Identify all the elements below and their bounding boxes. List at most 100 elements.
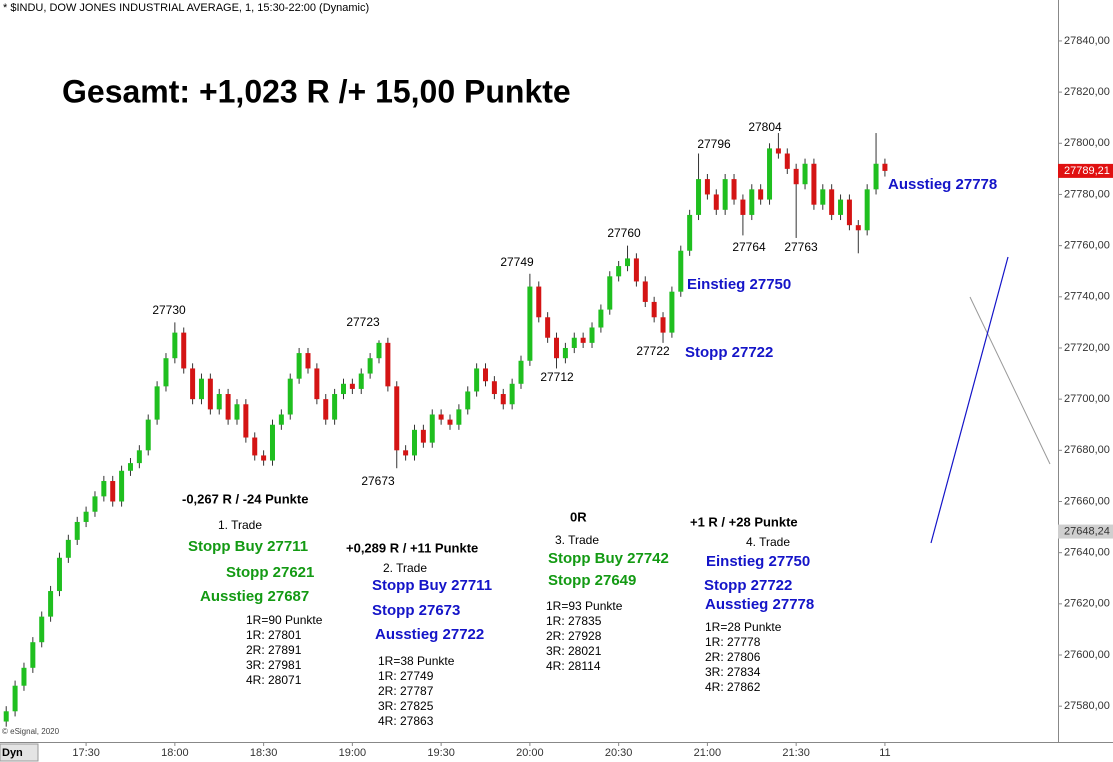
candle-body [154,386,160,420]
candle-body [261,455,267,461]
candle-body [56,557,62,592]
annotation: 1R: 27801 [246,628,302,642]
candle-body [500,394,506,405]
y-tick-label: 27760,00 [1064,240,1110,252]
trend-line-blue [930,256,1009,544]
annotation: 2R: 27806 [705,650,761,664]
y-tick-label: 27780,00 [1064,188,1110,200]
candle-body [545,317,551,338]
y-tick-label: 27740,00 [1064,291,1110,303]
candle-body [181,332,187,369]
annotation: Stopp 27621 [226,564,314,581]
annotation: 1R: 27778 [705,635,761,649]
x-tick-label: 17:30 [72,747,100,759]
candle-body [340,383,346,395]
annotation: 27796 [697,137,731,151]
candle-body [323,399,329,420]
candle-body [243,404,249,438]
candle-body [722,179,728,210]
annotation: 4. Trade [746,535,790,549]
y-tick-label: 27820,00 [1064,86,1110,98]
candle-body [74,521,80,540]
candle-body [145,419,151,451]
x-tick-label: 21:30 [782,747,810,759]
annotation: Stopp 27722 [685,344,773,361]
candle-body [234,404,240,420]
candle-body [767,148,773,200]
y-tick-label: 27680,00 [1064,444,1110,456]
candle-body [882,163,888,171]
candle-body [536,286,542,318]
candle-body [669,291,675,333]
candle-body [802,163,808,185]
y-tick-label: 27660,00 [1064,495,1110,507]
candle-body [207,378,213,410]
annotation: 4R: 28071 [246,673,302,687]
candle-body [394,386,400,451]
candle-body [775,148,781,154]
annotation: +1 R / +28 Punkte [690,514,798,529]
y-tick-label: 27600,00 [1064,649,1110,661]
candle-body [101,481,107,497]
candle-body [571,337,577,348]
candle-body [198,378,204,400]
x-tick-label: 21:00 [694,747,722,759]
candle-body [784,153,790,169]
annotation: 27760 [607,226,641,240]
price-tag-label: 27789,21 [1064,165,1110,177]
annotation: 3R: 27834 [705,665,761,679]
candle-body [864,189,870,231]
candle-body [607,276,613,310]
candle-body [554,337,560,359]
candle-body [367,358,373,374]
annotation: 27673 [361,474,395,488]
candle-body [21,667,27,686]
annotation: Gesamt: +1,023 R /+ 15,00 Punkte [62,73,571,109]
annotation: 3R: 28021 [546,644,602,658]
candle-body [420,429,426,443]
candle-body [483,368,489,382]
candle-body [119,470,125,502]
candle-body [412,429,418,456]
y-tick-label: 27800,00 [1064,137,1110,149]
candle-body [269,424,275,461]
credit: © eSignal, 2020 [2,727,60,736]
annotation: 27749 [500,255,534,269]
annotation: Stopp Buy 27711 [188,538,308,555]
annotation: 2R: 27787 [378,684,434,698]
candle-body [687,214,693,251]
candle-body [252,437,258,456]
candle-body [731,179,737,200]
candle-body [48,591,54,617]
candle-body [696,179,702,215]
annotation: 1R=28 Punkte [705,620,782,634]
annotation: 27804 [748,120,782,134]
candle-body [296,353,302,379]
annotation: 1R=90 Punkte [246,613,323,627]
candle-body [172,332,178,359]
annotation: 1. Trade [218,518,262,532]
candle-body [305,353,311,369]
candle-body [225,394,231,420]
annotation: Stopp 27722 [704,577,792,594]
annotation: Stopp 27649 [548,572,636,589]
x-tick-label: 18:00 [161,747,189,759]
candle-body [625,258,631,267]
candle-body [83,511,89,522]
candle-body [12,685,18,712]
annotation: 27730 [152,303,186,317]
tab[interactable] [0,743,39,762]
annotation: 3. Trade [555,533,599,547]
candle-body [314,368,320,400]
candle-body [332,394,338,420]
annotation: 1R: 27749 [378,669,434,683]
candle-body [633,258,639,282]
candle-body [598,309,604,328]
candle-body [127,463,133,471]
annotation: -0,267 R / -24 Punkte [182,491,308,506]
candle-body [385,342,391,387]
y-tick-label: 27620,00 [1064,598,1110,610]
tab-label: Dyn [2,747,23,759]
